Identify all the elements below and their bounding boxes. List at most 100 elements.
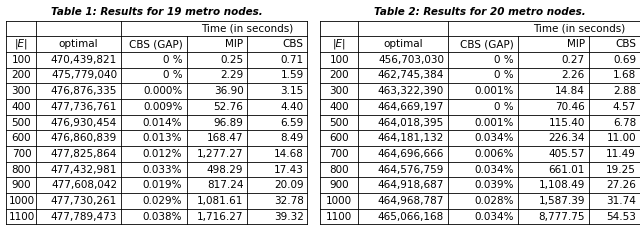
Text: 661.01: 661.01 — [548, 165, 585, 174]
Text: 477,730,261: 477,730,261 — [51, 196, 117, 206]
Text: 226.34: 226.34 — [548, 133, 585, 143]
Text: 456,703,030: 456,703,030 — [378, 55, 444, 65]
Text: 0.028%: 0.028% — [474, 196, 514, 206]
Text: 0.019%: 0.019% — [143, 180, 182, 190]
Text: 600: 600 — [330, 133, 349, 143]
Text: 0.69: 0.69 — [613, 55, 636, 65]
Text: 476,930,454: 476,930,454 — [51, 117, 117, 128]
Text: 100: 100 — [12, 55, 31, 65]
Text: 400: 400 — [330, 102, 349, 112]
Text: 39.32: 39.32 — [274, 212, 303, 222]
Text: 300: 300 — [330, 86, 349, 96]
Text: 464,181,132: 464,181,132 — [378, 133, 444, 143]
Text: 19.25: 19.25 — [606, 165, 636, 174]
Text: 11.49: 11.49 — [606, 149, 636, 159]
Text: 0.000%: 0.000% — [143, 86, 182, 96]
Text: 0.014%: 0.014% — [143, 117, 182, 128]
Text: CBS: CBS — [283, 39, 303, 49]
Text: 800: 800 — [330, 165, 349, 174]
Text: 0.71: 0.71 — [280, 55, 303, 65]
Text: 168.47: 168.47 — [207, 133, 243, 143]
Text: Table 1: Results for 19 metro nodes.: Table 1: Results for 19 metro nodes. — [51, 7, 262, 17]
Text: 52.76: 52.76 — [214, 102, 243, 112]
Text: |E|: |E| — [332, 39, 346, 49]
Text: 600: 600 — [12, 133, 31, 143]
Text: 0.009%: 0.009% — [143, 102, 182, 112]
Text: 1.59: 1.59 — [280, 71, 303, 80]
Text: 100: 100 — [330, 55, 349, 65]
Text: 400: 400 — [12, 102, 31, 112]
Text: 498.29: 498.29 — [207, 165, 243, 174]
Text: 31.74: 31.74 — [606, 196, 636, 206]
Text: 0.013%: 0.013% — [143, 133, 182, 143]
Text: 1100: 1100 — [326, 212, 353, 222]
Text: 1,716.27: 1,716.27 — [197, 212, 243, 222]
Text: 0.27: 0.27 — [562, 55, 585, 65]
Text: 0 %: 0 % — [163, 55, 182, 65]
Text: 8,777.75: 8,777.75 — [538, 212, 585, 222]
Text: 27.26: 27.26 — [606, 180, 636, 190]
Text: 1,277.27: 1,277.27 — [197, 149, 243, 159]
Text: 115.40: 115.40 — [548, 117, 585, 128]
Text: 4.57: 4.57 — [613, 102, 636, 112]
Text: 0.034%: 0.034% — [474, 133, 514, 143]
Text: 462,745,384: 462,745,384 — [378, 71, 444, 80]
Text: CBS: CBS — [615, 39, 636, 49]
Text: 0.029%: 0.029% — [143, 196, 182, 206]
Text: 464,669,197: 464,669,197 — [378, 102, 444, 112]
Text: CBS (GAP): CBS (GAP) — [460, 39, 514, 49]
Text: 3.15: 3.15 — [280, 86, 303, 96]
Text: 0.038%: 0.038% — [143, 212, 182, 222]
Text: 0.25: 0.25 — [220, 55, 243, 65]
Text: optimal: optimal — [59, 39, 99, 49]
Text: 500: 500 — [12, 117, 31, 128]
Text: 0.034%: 0.034% — [474, 212, 514, 222]
Text: 17.43: 17.43 — [274, 165, 303, 174]
Text: 464,968,787: 464,968,787 — [378, 196, 444, 206]
Text: 800: 800 — [12, 165, 31, 174]
Text: 1100: 1100 — [8, 212, 35, 222]
Text: Time (in seconds): Time (in seconds) — [201, 23, 293, 33]
Text: 0.001%: 0.001% — [474, 117, 514, 128]
Text: 500: 500 — [330, 117, 349, 128]
Text: 0 %: 0 % — [494, 55, 514, 65]
Text: 96.89: 96.89 — [214, 117, 243, 128]
Text: 1000: 1000 — [8, 196, 35, 206]
Text: 1,108.49: 1,108.49 — [539, 180, 585, 190]
Text: MIP: MIP — [225, 39, 243, 49]
Text: 464,018,395: 464,018,395 — [378, 117, 444, 128]
Text: |E|: |E| — [15, 39, 28, 49]
Text: optimal: optimal — [383, 39, 423, 49]
Text: 700: 700 — [330, 149, 349, 159]
Text: 1000: 1000 — [326, 196, 352, 206]
Text: 0 %: 0 % — [494, 102, 514, 112]
Text: 464,696,666: 464,696,666 — [378, 149, 444, 159]
Text: 200: 200 — [330, 71, 349, 80]
Text: 0.001%: 0.001% — [474, 86, 514, 96]
Text: 14.84: 14.84 — [555, 86, 585, 96]
Text: 477,825,864: 477,825,864 — [51, 149, 117, 159]
Text: 477,608,042: 477,608,042 — [51, 180, 117, 190]
Text: CBS (GAP): CBS (GAP) — [129, 39, 182, 49]
Text: 464,918,687: 464,918,687 — [378, 180, 444, 190]
Text: 8.49: 8.49 — [280, 133, 303, 143]
Text: 477,789,473: 477,789,473 — [51, 212, 117, 222]
Text: 2.26: 2.26 — [562, 71, 585, 80]
Text: 200: 200 — [12, 71, 31, 80]
Text: 464,576,759: 464,576,759 — [378, 165, 444, 174]
Text: Table 2: Results for 20 metro nodes.: Table 2: Results for 20 metro nodes. — [374, 7, 586, 17]
Text: 476,860,839: 476,860,839 — [51, 133, 117, 143]
Text: 0 %: 0 % — [494, 71, 514, 80]
Text: 0.012%: 0.012% — [143, 149, 182, 159]
Text: 700: 700 — [12, 149, 31, 159]
Text: 14.68: 14.68 — [274, 149, 303, 159]
Text: 1.68: 1.68 — [613, 71, 636, 80]
Text: 0.034%: 0.034% — [474, 165, 514, 174]
Text: MIP: MIP — [567, 39, 585, 49]
Text: 6.59: 6.59 — [280, 117, 303, 128]
Text: 20.09: 20.09 — [274, 180, 303, 190]
Text: 405.57: 405.57 — [548, 149, 585, 159]
Text: 11.00: 11.00 — [607, 133, 636, 143]
Text: 0.039%: 0.039% — [474, 180, 514, 190]
Text: 475,779,040: 475,779,040 — [51, 71, 117, 80]
